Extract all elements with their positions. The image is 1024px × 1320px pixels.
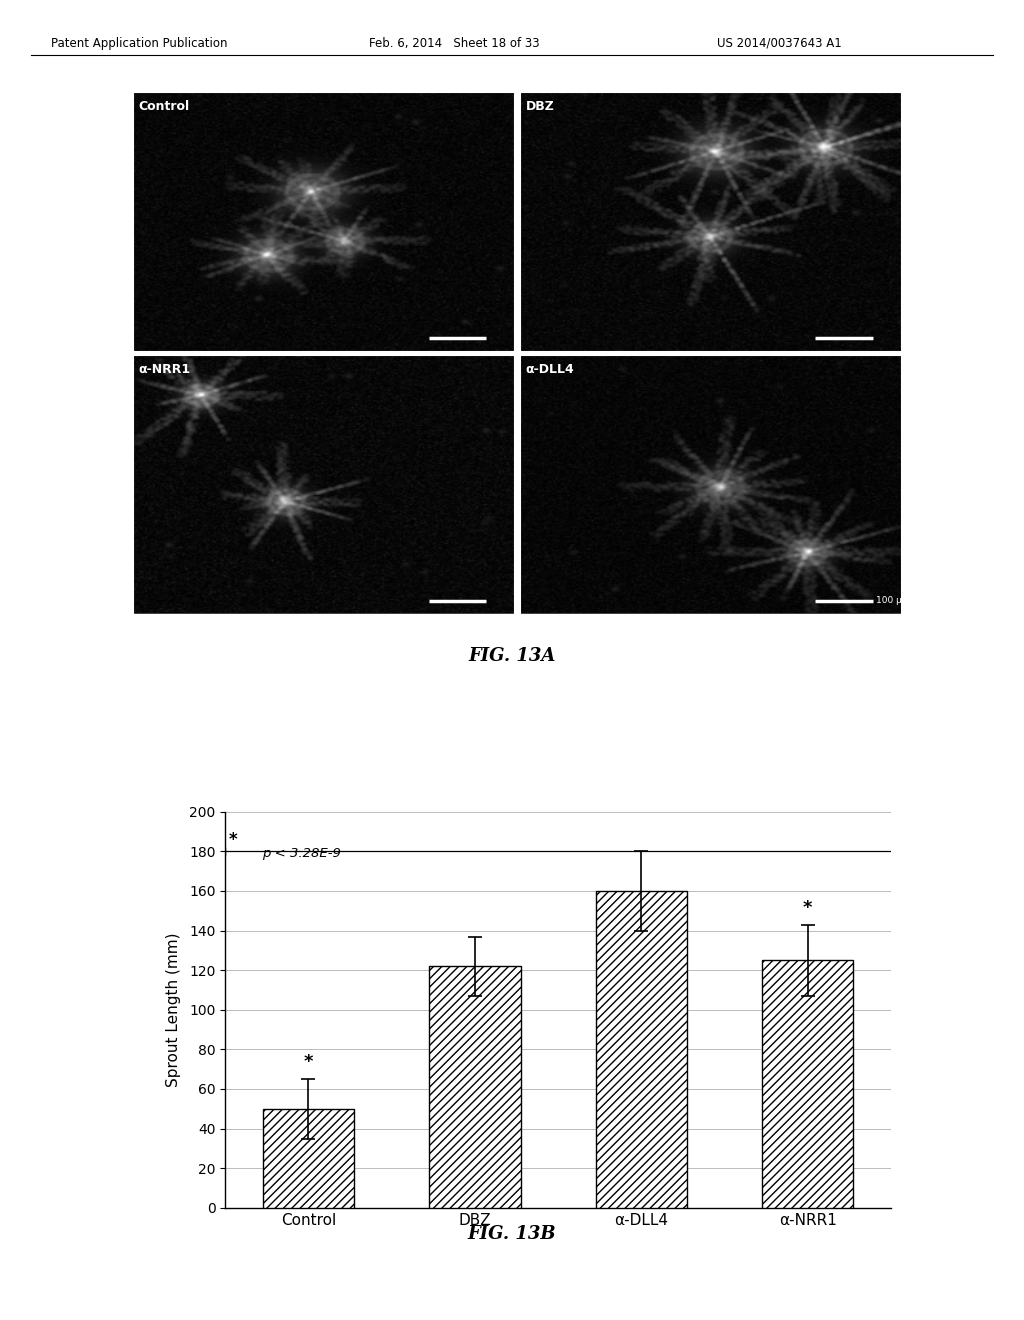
Text: DBZ: DBZ [525,100,555,114]
Text: Feb. 6, 2014   Sheet 18 of 33: Feb. 6, 2014 Sheet 18 of 33 [369,37,540,50]
Bar [263,1109,354,1208]
Text: US 2014/0037643 A1: US 2014/0037643 A1 [717,37,842,50]
Text: *: * [803,899,812,916]
Bar [596,891,687,1208]
Text: Patent Application Publication: Patent Application Publication [51,37,227,50]
Text: *: * [304,1053,313,1072]
Bar [429,966,520,1208]
Text: FIG. 13B: FIG. 13B [468,1225,556,1243]
Text: α-NRR1: α-NRR1 [139,363,190,376]
Text: *: * [228,832,238,850]
Bar [762,961,853,1208]
Text: p < 3.28E-9: p < 3.28E-9 [262,847,341,859]
Text: Control: Control [139,100,190,114]
Y-axis label: Sprout Length (mm): Sprout Length (mm) [166,932,180,1088]
Text: 100 μm: 100 μm [877,597,911,606]
Text: FIG. 13A: FIG. 13A [468,647,556,665]
Text: α-DLL4: α-DLL4 [525,363,574,376]
